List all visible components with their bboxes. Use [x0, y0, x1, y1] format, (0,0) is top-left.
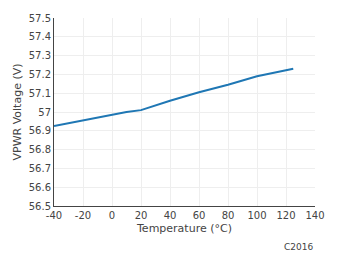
svg-text:100: 100: [247, 210, 266, 221]
svg-text:80: 80: [222, 210, 235, 221]
svg-text:56.6: 56.6: [29, 182, 51, 193]
svg-text:120: 120: [276, 210, 295, 221]
svg-text:56.8: 56.8: [29, 144, 51, 155]
svg-text:56.9: 56.9: [29, 125, 51, 136]
svg-text:VPWR Voltage (V): VPWR Voltage (V): [11, 63, 24, 160]
svg-text:57: 57: [38, 107, 51, 118]
svg-text:60: 60: [193, 210, 206, 221]
svg-text:0: 0: [109, 210, 115, 221]
svg-text:Temperature (°C): Temperature (°C): [136, 222, 232, 235]
svg-text:40: 40: [164, 210, 177, 221]
svg-text:20: 20: [135, 210, 148, 221]
svg-text:57.2: 57.2: [29, 69, 51, 80]
svg-text:57.1: 57.1: [29, 88, 51, 99]
svg-text:57.5: 57.5: [29, 13, 51, 24]
svg-text:C2016: C2016: [284, 242, 313, 252]
svg-text:-40: -40: [46, 210, 62, 221]
svg-text:57.3: 57.3: [29, 50, 51, 61]
svg-text:56.7: 56.7: [29, 163, 51, 174]
svg-text:140: 140: [305, 210, 324, 221]
svg-text:57.4: 57.4: [29, 31, 51, 42]
svg-text:56.5: 56.5: [29, 201, 51, 212]
svg-text:-20: -20: [75, 210, 91, 221]
